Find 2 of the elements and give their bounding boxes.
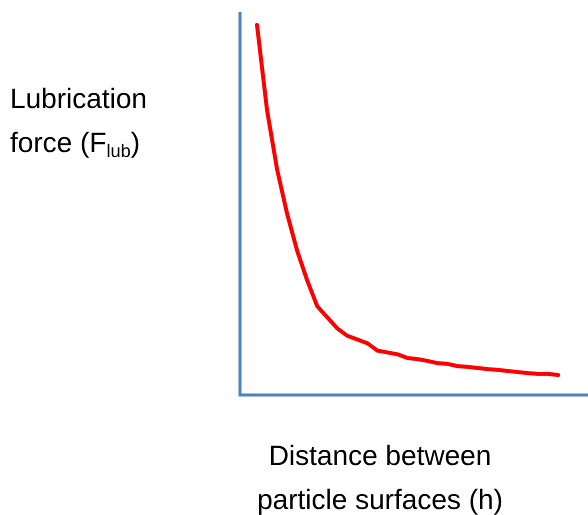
x-axis-title: Distance between particle surfaces (h) <box>257 440 503 515</box>
y-axis-title: Lubrication force (F$_{lub}$) <box>10 83 147 160</box>
